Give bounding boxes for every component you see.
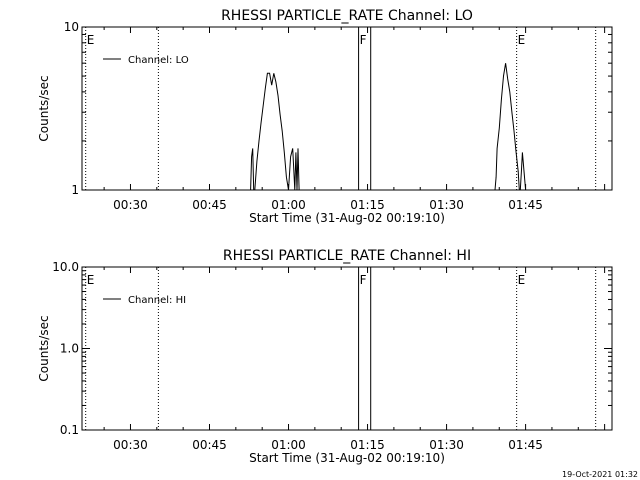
chart-1-xtick-label: 00:45: [192, 198, 227, 212]
chart-1-ylabel: Counts/sec: [37, 75, 51, 141]
chart-2-xtick-label: 00:45: [192, 438, 227, 452]
chart-1-series-line-2: [494, 63, 527, 191]
chart-2-ytick-label: 0.1: [60, 423, 79, 437]
chart-1-xtick-label: 01:45: [508, 198, 543, 212]
chart-2-ytick-label: 10.0: [52, 260, 79, 274]
chart-1-series-line-1: [250, 72, 301, 191]
chart-2-marker-label: E: [518, 273, 526, 287]
chart-2-marker-label: E: [87, 273, 95, 287]
chart-2-title: RHESSI PARTICLE_RATE Channel: HI: [223, 248, 471, 264]
chart-2-legend-label: Channel: HI: [128, 295, 186, 306]
chart-1-xlabel: Start Time (31-Aug-02 00:19:10): [249, 211, 445, 225]
chart-1-frame: [81, 26, 613, 191]
chart-1-legend-label: Channel: LO: [128, 55, 189, 66]
chart-1-xtick-label: 01:15: [350, 198, 385, 212]
chart-1-ytick-label: 1: [71, 183, 79, 197]
chart-2-xtick-label: 01:30: [429, 438, 464, 452]
chart-1-marker-label: F: [360, 33, 367, 47]
chart-2-xlabel: Start Time (31-Aug-02 00:19:10): [249, 451, 445, 465]
chart-2-ylabel: Counts/sec: [37, 315, 51, 381]
panel-lo: RHESSI PARTICLE_RATE Channel: LO 00:30 00:…: [37, 8, 613, 225]
chart-2-marker-label: F: [360, 273, 367, 287]
chart-1-title: RHESSI PARTICLE_RATE Channel: LO: [221, 8, 473, 24]
chart-1-marker-label: E: [87, 33, 95, 47]
chart-2-ytick-label: 1.0: [60, 342, 79, 356]
chart-2-frame: [81, 266, 613, 431]
chart-1-marker-label: E: [518, 33, 526, 47]
chart-1-xtick-label: 00:30: [113, 198, 148, 212]
panel-hi: RHESSI PARTICLE_RATE Channel: HI 00:30 00:…: [37, 248, 613, 465]
chart-1-xtick-label: 01:00: [271, 198, 306, 212]
chart-1-xtick-label: 01:30: [429, 198, 464, 212]
chart-2-xtick-label: 00:30: [113, 438, 148, 452]
chart-2-xtick-label: 01:00: [271, 438, 306, 452]
footer-timestamp: 19-Oct-2021 01:32: [562, 470, 638, 479]
chart-2-xtick-label: 01:15: [350, 438, 385, 452]
chart-2-xtick-label: 01:45: [508, 438, 543, 452]
chart-1-ytick-label: 10: [64, 20, 79, 34]
